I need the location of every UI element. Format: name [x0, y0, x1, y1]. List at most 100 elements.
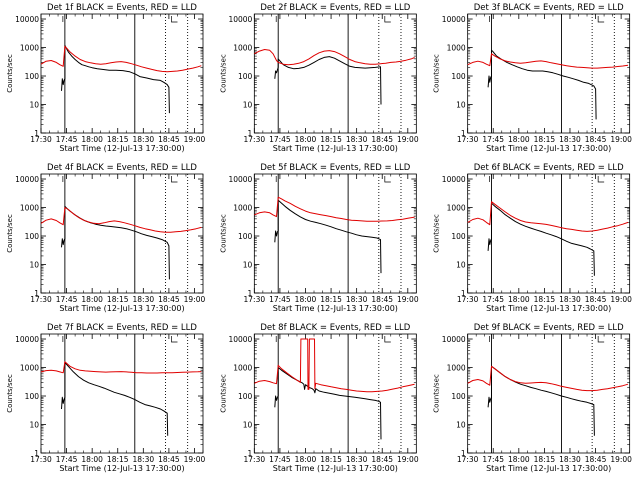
x-tick-label: 19:00 [610, 455, 632, 464]
x-tick-label: 17:45 [56, 455, 78, 464]
series-events-line [487, 365, 595, 436]
y-tick-label: 100 [238, 392, 253, 401]
plot-frame [253, 13, 417, 134]
plot-frame [467, 333, 631, 454]
x-tick-label: 18:00 [81, 295, 103, 304]
y-axis-label: Counts/sec [219, 54, 227, 93]
x-tick-label: 18:00 [295, 455, 317, 464]
x-tick-label: 18:15 [534, 295, 556, 304]
x-tick-label: 18:30 [346, 135, 368, 144]
y-tick-label: 10000 [442, 15, 466, 24]
chart-title: Det 5f BLACK = Events, RED = LLD [260, 163, 410, 173]
y-tick-label: 1 [461, 129, 466, 138]
x-tick-label: 19:00 [184, 455, 206, 464]
x-axis-label: Start Time (12-Jul-13 17:30:00) [59, 304, 184, 313]
y-tick-label: 1 [461, 289, 466, 298]
x-tick-label: 17:30 [30, 295, 52, 304]
y-tick-label: 1000 [233, 44, 252, 53]
y-tick-label: 10 [456, 261, 466, 270]
y-tick-label: 10000 [15, 175, 39, 184]
y-tick-label: 1000 [20, 204, 39, 213]
y-tick-label: 10000 [228, 335, 252, 344]
x-tick-label: 18:45 [585, 295, 607, 304]
x-tick-label: 18:15 [320, 455, 342, 464]
series-lld-line [254, 196, 415, 222]
chart-title: Det 7f BLACK = Events, RED = LLD [47, 323, 197, 333]
series-lld-line [467, 201, 629, 232]
series-events-line [274, 56, 382, 105]
chart-panel-7: Det 7f BLACK = Events, RED = LLD 1 10 100 10… [6, 323, 206, 473]
x-axis-label: Start Time (12-Jul-13 17:30:00) [486, 464, 611, 473]
interval-bracket-mark [171, 336, 178, 343]
series-lld-line [467, 365, 629, 392]
x-tick-label: 18:00 [508, 455, 530, 464]
x-tick-label: 18:45 [371, 455, 393, 464]
y-axis-label: Counts/sec [219, 374, 227, 413]
y-tick-label: 1 [34, 129, 39, 138]
x-tick-label: 17:30 [244, 295, 266, 304]
x-axis-label: Start Time (12-Jul-13 17:30:00) [486, 144, 611, 153]
y-tick-label: 1 [461, 449, 466, 458]
chart-panel-5: Det 5f BLACK = Events, RED = LLD 1 10 100 10… [219, 163, 419, 313]
y-tick-label: 100 [238, 72, 253, 81]
x-axis-label: Start Time (12-Jul-13 17:30:00) [273, 304, 398, 313]
x-tick-label: 18:15 [534, 455, 556, 464]
series-events-line [61, 362, 169, 436]
x-tick-label: 18:45 [158, 455, 180, 464]
series-events-line [274, 367, 382, 440]
series-lld-line [254, 338, 415, 393]
x-tick-label: 18:45 [158, 295, 180, 304]
y-tick-label: 100 [451, 392, 466, 401]
y-axis-label: Counts/sec [6, 54, 14, 93]
series-lld-line [467, 53, 629, 69]
x-axis-label: Start Time (12-Jul-13 17:30:00) [59, 144, 184, 153]
y-axis-label: Counts/sec [6, 374, 14, 413]
y-axis-label: Counts/sec [6, 214, 14, 253]
x-tick-label: 18:15 [534, 135, 556, 144]
x-tick-label: 17:30 [30, 455, 52, 464]
y-tick-label: 1 [248, 129, 253, 138]
x-tick-label: 17:45 [482, 295, 504, 304]
series-lld-line [40, 45, 202, 73]
x-tick-label: 18:45 [371, 135, 393, 144]
x-tick-label: 18:15 [320, 295, 342, 304]
chart-title: Det 8f BLACK = Events, RED = LLD [260, 323, 410, 333]
chart-title: Det 9f BLACK = Events, RED = LLD [474, 323, 624, 333]
interval-bracket-mark [597, 16, 605, 23]
y-tick-label: 1000 [20, 364, 39, 373]
x-tick-label: 18:45 [585, 135, 607, 144]
x-axis-label: Start Time (12-Jul-13 17:30:00) [273, 464, 398, 473]
series-lld-line [40, 361, 202, 374]
plot-frame [253, 173, 417, 294]
x-tick-label: 17:45 [56, 135, 78, 144]
y-tick-label: 10000 [442, 335, 466, 344]
interval-bracket-mark [597, 176, 605, 183]
y-tick-label: 10 [456, 101, 466, 110]
y-axis-label: Counts/sec [433, 374, 441, 413]
interval-bracket-mark [384, 176, 391, 183]
series-events-line [274, 199, 382, 274]
x-tick-label: 18:45 [371, 295, 393, 304]
y-tick-label: 10 [243, 101, 253, 110]
x-tick-label: 17:30 [457, 135, 479, 144]
x-tick-label: 17:30 [30, 135, 52, 144]
x-tick-label: 19:00 [184, 295, 206, 304]
x-tick-label: 17:45 [56, 295, 78, 304]
x-tick-label: 18:15 [107, 135, 129, 144]
x-tick-label: 18:00 [508, 135, 530, 144]
plot-frame [40, 333, 204, 454]
interval-bracket-mark [597, 336, 605, 343]
y-tick-label: 10 [29, 421, 39, 430]
series-events-line [487, 49, 597, 120]
interval-bracket-mark [171, 16, 178, 23]
y-tick-label: 1000 [447, 204, 466, 213]
y-tick-label: 100 [25, 232, 40, 241]
y-tick-label: 1000 [447, 44, 466, 53]
plot-frame [467, 173, 631, 294]
y-tick-label: 100 [25, 72, 40, 81]
y-axis-label: Counts/sec [219, 214, 227, 253]
chart-panel-3: Det 3f BLACK = Events, RED = LLD 1 10 100 10… [433, 3, 633, 153]
chart-panel-2: Det 2f BLACK = Events, RED = LLD 1 10 100 10… [219, 3, 419, 153]
